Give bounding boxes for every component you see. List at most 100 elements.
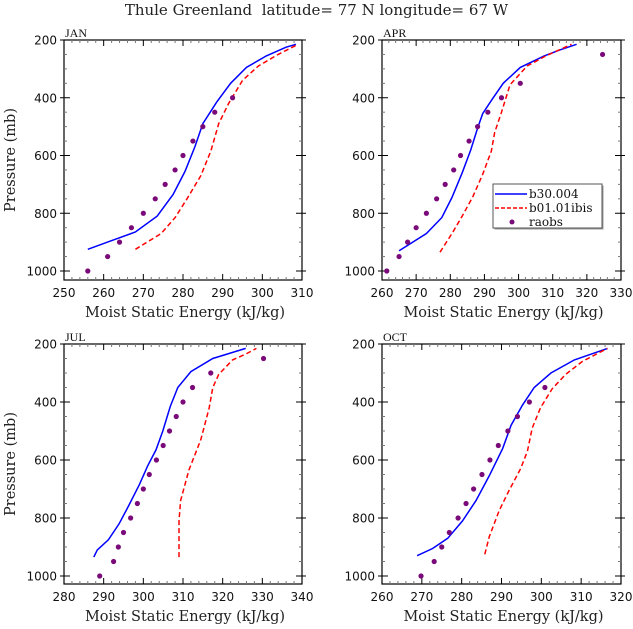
- x-tick-label: 260: [371, 286, 394, 300]
- x-tick-label: 270: [132, 286, 155, 300]
- raobs-point: [423, 210, 429, 216]
- x-tick-label: 320: [575, 286, 598, 300]
- x-tick-label: 310: [291, 286, 314, 300]
- x-tick-label: 300: [507, 286, 530, 300]
- x-tick-label: 330: [610, 286, 633, 300]
- raobs-point: [208, 370, 214, 376]
- x-tick-label: 320: [211, 590, 234, 604]
- raobs-point: [413, 225, 419, 231]
- y-tick-label: 200: [34, 34, 57, 48]
- raobs-point: [200, 124, 206, 130]
- raobs-point: [498, 95, 505, 101]
- series-line-b01-01ibis: [484, 347, 608, 555]
- series-line-b30-004: [93, 347, 246, 558]
- raobs-point: [212, 109, 218, 115]
- raobs-point: [173, 413, 179, 420]
- raobs-point: [140, 486, 146, 492]
- raobs-point: [140, 210, 146, 216]
- raobs-point: [451, 167, 457, 173]
- raobs-point: [542, 384, 548, 391]
- raobs-point: [172, 167, 178, 173]
- raobs-point: [160, 442, 166, 449]
- raobs-point: [505, 428, 511, 434]
- panel-apr: 260 270 280 290 300 310 320 330 200 400 600 800 1000…: [344, 26, 632, 321]
- y-tick-label: 200: [352, 338, 375, 352]
- raobs-point: [405, 239, 411, 245]
- raobs-point: [526, 399, 532, 405]
- x-tick-label: 290: [490, 590, 513, 604]
- figure-title: Thule Greenland latitude= 77 N longitude…: [125, 1, 509, 19]
- x-tick-label: 290: [92, 590, 115, 604]
- y-tick-label: 1000: [344, 570, 375, 584]
- raobs-point: [116, 239, 123, 245]
- y-axis-label: Pressure (mb): [3, 108, 19, 212]
- y-tick-label: 1000: [26, 265, 57, 279]
- raobs-point: [190, 138, 196, 144]
- raobs-point: [599, 51, 606, 58]
- x-tick-label: 260: [92, 286, 115, 300]
- raobs-point: [457, 152, 464, 159]
- raobs-point: [110, 558, 117, 565]
- x-tick-label: 260: [371, 590, 394, 604]
- raobs-point: [517, 80, 523, 86]
- y-tick-label: 600: [34, 454, 57, 468]
- y-tick-label: 1000: [26, 570, 57, 584]
- y-tick-label: 600: [34, 149, 57, 163]
- series-line-b30-004: [398, 43, 577, 252]
- y-tick-label: 600: [352, 149, 375, 163]
- raobs-point: [487, 457, 493, 463]
- x-tick-label: 280: [439, 286, 462, 300]
- x-axis-label: Moist Static Energy (kJ/kg): [403, 305, 603, 321]
- x-tick-label: 330: [251, 590, 274, 604]
- x-tick-label: 310: [570, 590, 593, 604]
- raobs-point: [134, 500, 140, 507]
- raobs-point: [384, 268, 390, 274]
- y-axis-label: Pressure (mb): [3, 412, 19, 516]
- y-tick-label: 800: [352, 207, 375, 221]
- x-tick-label: 310: [172, 590, 195, 604]
- x-tick-label: 250: [53, 286, 76, 300]
- y-tick-label: 800: [34, 512, 57, 526]
- raobs-point: [105, 253, 111, 260]
- raobs-point: [463, 500, 469, 507]
- raobs-point: [431, 558, 437, 565]
- raobs-point: [479, 471, 485, 478]
- raobs-point: [475, 124, 481, 130]
- legend-label: raobs: [529, 215, 563, 229]
- y-tick-label: 200: [34, 338, 57, 352]
- raobs-point: [514, 413, 521, 420]
- y-tick-label: 800: [34, 207, 57, 221]
- x-tick-label: 300: [132, 590, 155, 604]
- raobs-point: [166, 428, 173, 434]
- raobs-point: [85, 268, 91, 274]
- x-tick-label: 280: [53, 590, 76, 604]
- x-tick-label: 340: [291, 590, 314, 604]
- x-tick-label: 300: [530, 590, 553, 604]
- plot-frame: [63, 39, 303, 281]
- raobs-point: [189, 384, 196, 391]
- raobs-point: [434, 196, 440, 202]
- raobs-point: [128, 225, 135, 231]
- raobs-point: [442, 181, 448, 187]
- raobs-point: [146, 471, 152, 478]
- panel-label: JAN: [65, 26, 87, 40]
- legend-label: b30.004: [529, 187, 579, 201]
- raobs-point: [162, 181, 168, 187]
- panel-label: OCT: [383, 330, 408, 344]
- plot-frame: [381, 343, 622, 585]
- raobs-point: [260, 355, 267, 362]
- y-tick-label: 1000: [344, 265, 375, 279]
- raobs-point: [180, 152, 186, 159]
- raobs-point: [439, 544, 445, 550]
- raobs-point: [455, 515, 461, 521]
- raobs-point: [396, 253, 402, 260]
- series-line-b01-01ibis: [439, 43, 572, 253]
- raobs-point: [466, 138, 472, 144]
- raobs-point: [485, 109, 491, 115]
- raobs-point: [471, 486, 477, 492]
- y-tick-label: 200: [352, 34, 375, 48]
- raobs-point: [152, 196, 158, 202]
- panel-jul: 280 290 300 310 320 330 340 200 400 600 800 1000 JUL…: [3, 330, 313, 625]
